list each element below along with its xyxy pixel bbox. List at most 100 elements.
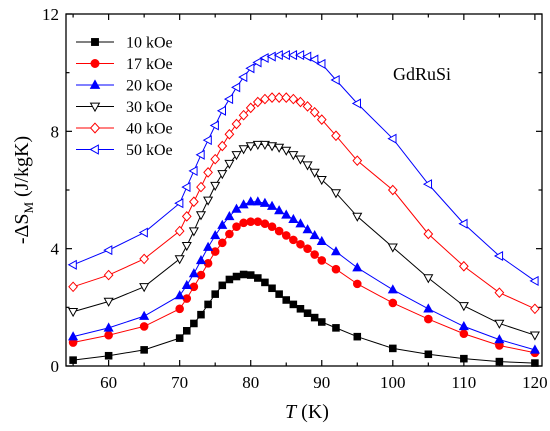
- data-point: [217, 170, 228, 180]
- data-point: [332, 324, 340, 332]
- data-point: [252, 140, 263, 150]
- data-point: [239, 218, 248, 228]
- data-point: [288, 213, 299, 224]
- data-point: [309, 106, 320, 118]
- data-point: [138, 227, 148, 238]
- data-point: [423, 228, 434, 240]
- data-point: [275, 290, 283, 298]
- data-point: [216, 105, 226, 116]
- legend-label: 50 kOe: [126, 142, 173, 159]
- data-point: [331, 264, 341, 274]
- data-point: [175, 334, 184, 342]
- data-point: [387, 243, 398, 253]
- series-17-koe: [68, 217, 540, 358]
- data-point: [259, 52, 269, 64]
- data-point: [352, 262, 363, 272]
- legend-marker: [89, 102, 101, 113]
- legend-marker: [91, 38, 99, 46]
- data-point: [254, 274, 262, 282]
- legend-entry: 40 kOe: [76, 121, 173, 138]
- data-point: [295, 50, 305, 61]
- data-point: [210, 230, 221, 240]
- data-point: [210, 181, 221, 192]
- data-point: [267, 92, 277, 103]
- data-point: [529, 344, 540, 354]
- data-point: [174, 255, 185, 265]
- data-point: [195, 211, 207, 221]
- data-point: [274, 92, 285, 103]
- data-point: [303, 244, 312, 253]
- data-point: [231, 118, 242, 130]
- data-point: [317, 318, 326, 326]
- data-point: [68, 281, 78, 293]
- data-point: [103, 297, 114, 307]
- legend-entry: 20 kOe: [76, 78, 173, 95]
- data-point: [209, 120, 219, 131]
- data-point: [203, 167, 213, 178]
- data-point: [245, 142, 256, 152]
- data-point: [330, 189, 342, 199]
- data-point: [252, 96, 263, 108]
- data-point: [266, 142, 278, 152]
- data-point: [238, 199, 249, 209]
- data-point: [494, 319, 505, 329]
- series-group: [67, 50, 540, 367]
- data-point: [317, 256, 327, 265]
- x-tick-label: 60: [100, 373, 117, 392]
- data-point: [181, 182, 191, 193]
- legend-label: 20 kOe: [126, 78, 173, 95]
- data-point: [261, 278, 269, 287]
- data-point: [266, 200, 278, 210]
- data-point: [224, 128, 235, 140]
- y-axis-label: -ΔSM (J/kgK): [11, 136, 36, 244]
- x-tick-label: 70: [171, 373, 188, 392]
- data-point: [259, 140, 270, 150]
- data-point: [232, 222, 241, 231]
- data-point: [211, 290, 219, 298]
- data-point: [245, 63, 255, 74]
- data-point: [302, 224, 313, 234]
- data-point: [302, 51, 312, 62]
- data-point: [232, 272, 241, 281]
- data-point: [139, 283, 150, 293]
- data-point: [352, 279, 362, 289]
- data-point: [231, 151, 242, 161]
- data-point: [203, 241, 214, 251]
- x-axis-label: T (K): [285, 401, 329, 423]
- data-point: [210, 153, 221, 165]
- data-point: [69, 356, 77, 364]
- y-tick-label: 0: [51, 357, 60, 376]
- data-point: [274, 205, 285, 215]
- data-point: [274, 226, 284, 236]
- sample-annotation: GdRuSi: [393, 64, 451, 84]
- data-point: [195, 254, 207, 265]
- data-point: [351, 98, 361, 109]
- data-point: [104, 330, 113, 340]
- data-point: [289, 300, 298, 309]
- data-point: [288, 151, 299, 161]
- data-point: [316, 235, 327, 246]
- data-point: [281, 209, 292, 219]
- axes: 60 70 80 90 100 110 120 0 4 8 12: [42, 5, 548, 392]
- data-point: [181, 242, 192, 252]
- data-point: [217, 219, 228, 229]
- x-tick-label: 90: [313, 373, 330, 392]
- data-point: [281, 146, 292, 156]
- data-point: [458, 260, 469, 272]
- data-point: [238, 145, 249, 155]
- data-point: [195, 149, 205, 160]
- data-point: [458, 218, 468, 229]
- data-point: [353, 332, 362, 341]
- series-50-koe: [67, 50, 539, 286]
- legend-label: 30 kOe: [126, 99, 173, 116]
- data-point: [104, 351, 113, 360]
- data-point: [210, 247, 220, 256]
- data-point: [239, 270, 248, 279]
- data-point: [246, 271, 255, 279]
- data-point: [174, 225, 185, 237]
- data-point: [494, 287, 505, 299]
- data-point: [310, 250, 319, 259]
- data-point: [302, 101, 313, 112]
- data-point: [238, 109, 249, 121]
- data-point: [387, 133, 397, 144]
